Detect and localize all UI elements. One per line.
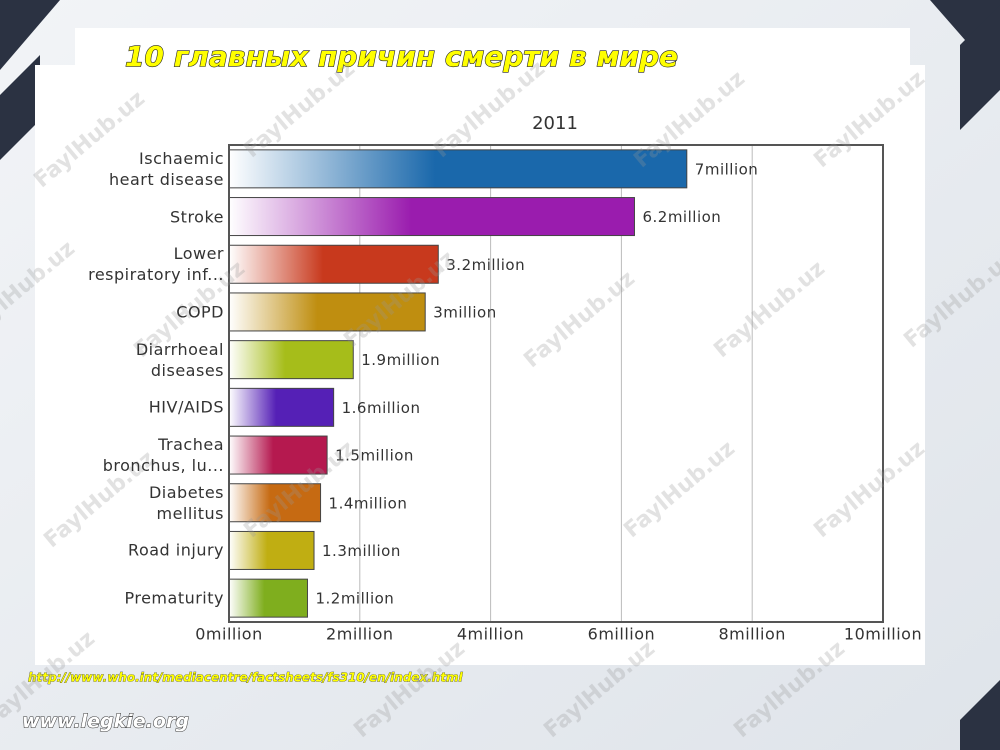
y-tick-label: Prematurity (124, 588, 224, 608)
bar (228, 530, 315, 570)
value-label: 1.2million (315, 590, 394, 608)
y-tick-label: Ischaemic heart disease (109, 148, 224, 189)
value-label: 1.3million (322, 542, 401, 560)
y-tick-label: HIV/AIDS (148, 397, 224, 417)
y-tick-label: Stroke (170, 207, 224, 227)
y-tick-label: COPD (176, 302, 224, 322)
x-tick-label: 10million (844, 625, 922, 644)
y-tick-label: Trachea bronchus, lu... (102, 435, 224, 476)
y-tick-label: Road injury (128, 540, 224, 560)
value-label: 3million (433, 303, 497, 321)
corner-decor (960, 680, 1000, 750)
value-label: 1.9million (361, 351, 440, 369)
x-tick-label: 8million (718, 625, 785, 644)
bar (228, 387, 335, 427)
x-tick-label: 6million (588, 625, 655, 644)
x-tick-label: 2million (326, 625, 393, 644)
y-tick-label: Lower respiratory inf... (88, 244, 224, 285)
value-label: 3.2million (446, 256, 525, 274)
value-label: 1.5million (335, 447, 414, 465)
bar (228, 435, 328, 475)
corner-decor (0, 55, 40, 160)
corner-decor (960, 5, 1000, 130)
bar (228, 483, 322, 523)
bar (228, 197, 635, 237)
source-link[interactable]: http://www.who.int/mediacentre/factsheet… (28, 670, 464, 685)
corner-decor (0, 0, 60, 70)
bar (228, 340, 354, 380)
title-band (75, 28, 910, 120)
value-label: 6.2million (642, 208, 721, 226)
plot-frame (228, 144, 884, 623)
chart-subtitle: 2011 (532, 113, 578, 134)
x-tick-label: 4million (457, 625, 524, 644)
value-label: 1.6million (342, 399, 421, 417)
y-tick-label: Diabetes mellitus (148, 482, 224, 523)
bar (228, 149, 688, 189)
value-label: 7million (695, 160, 759, 178)
site-name: www.legkie.org (22, 711, 189, 733)
bar (228, 578, 308, 618)
value-label: 1.4million (329, 494, 408, 512)
slide-title: 10 главных причин смерти в мире (125, 40, 678, 73)
y-tick-label: Diarrhoeal diseases (135, 339, 224, 380)
x-tick-label: 0million (195, 625, 262, 644)
